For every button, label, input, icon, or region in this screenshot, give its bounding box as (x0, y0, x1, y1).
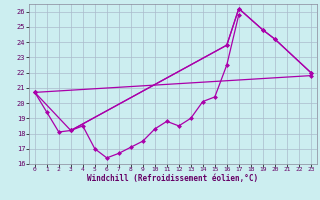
X-axis label: Windchill (Refroidissement éolien,°C): Windchill (Refroidissement éolien,°C) (87, 174, 258, 183)
